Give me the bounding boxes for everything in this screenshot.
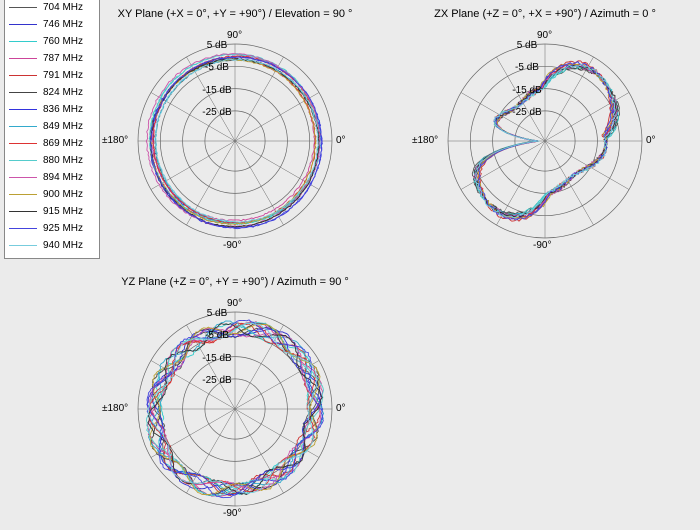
polar-svg <box>430 12 660 262</box>
legend-swatch <box>9 58 37 59</box>
legend-item: 940 MHz <box>9 237 95 254</box>
chart-title: XY Plane (+X = 0°, +Y = +90°) / Elevatio… <box>118 8 353 20</box>
legend-label: 894 MHz <box>43 172 83 183</box>
legend-item: 849 MHz <box>9 118 95 135</box>
legend-swatch <box>9 245 37 246</box>
axis-label-bottom: -90° <box>223 240 241 251</box>
legend-swatch <box>9 143 37 144</box>
legend-swatch <box>9 7 37 8</box>
polar-svg <box>120 280 350 530</box>
legend-item: 787 MHz <box>9 50 95 67</box>
ring-label: -25 dB <box>202 375 231 386</box>
legend-swatch <box>9 228 37 229</box>
axis-label-left: ±180° <box>102 135 128 146</box>
axis-label-right: 0° <box>646 135 656 146</box>
legend-swatch <box>9 41 37 42</box>
legend-label: 869 MHz <box>43 138 83 149</box>
axis-label-right: 0° <box>336 403 346 414</box>
axis-label-bottom: -90° <box>533 240 551 251</box>
axis-label-top: 90° <box>227 30 242 41</box>
ring-label: -5 dB <box>205 330 229 341</box>
legend-swatch <box>9 92 37 93</box>
legend-swatch <box>9 24 37 25</box>
legend-label: 900 MHz <box>43 189 83 200</box>
legend-item: 869 MHz <box>9 135 95 152</box>
axis-label-bottom: -90° <box>223 508 241 519</box>
ring-label: -5 dB <box>205 62 229 73</box>
ring-label: -5 dB <box>515 62 539 73</box>
legend-label: 836 MHz <box>43 104 83 115</box>
legend-swatch <box>9 75 37 76</box>
legend-label: 746 MHz <box>43 19 83 30</box>
legend-item: 824 MHz <box>9 84 95 101</box>
legend-item: 791 MHz <box>9 67 95 84</box>
axis-label-top: 90° <box>227 298 242 309</box>
polar-chart-zx: ZX Plane (+Z = 0°, +X = +90°) / Azimuth … <box>430 12 660 262</box>
legend-item: 880 MHz <box>9 152 95 169</box>
ring-label: 5 dB <box>517 40 538 51</box>
axis-label-top: 90° <box>537 30 552 41</box>
legend-swatch <box>9 211 37 212</box>
legend-item: 746 MHz <box>9 16 95 33</box>
legend-item: 925 MHz <box>9 220 95 237</box>
legend-label: 787 MHz <box>43 53 83 64</box>
ring-label: -15 dB <box>202 85 231 96</box>
axis-label-left: ±180° <box>102 403 128 414</box>
legend-swatch <box>9 194 37 195</box>
ring-label: -25 dB <box>202 107 231 118</box>
axis-label-right: 0° <box>336 135 346 146</box>
legend-item: 894 MHz <box>9 169 95 186</box>
ring-label: 5 dB <box>207 308 228 319</box>
legend-label: 791 MHz <box>43 70 83 81</box>
legend-label: 824 MHz <box>43 87 83 98</box>
legend-label: 940 MHz <box>43 240 83 251</box>
legend-label: 760 MHz <box>43 36 83 47</box>
ring-label: -25 dB <box>512 107 541 118</box>
legend-label: 704 MHz <box>43 2 83 13</box>
chart-title: YZ Plane (+Z = 0°, +Y = +90°) / Azimuth … <box>121 276 349 288</box>
ring-label: 5 dB <box>207 40 228 51</box>
legend-item: 760 MHz <box>9 33 95 50</box>
legend-label: 915 MHz <box>43 206 83 217</box>
legend-label: 925 MHz <box>43 223 83 234</box>
polar-chart-yz: YZ Plane (+Z = 0°, +Y = +90°) / Azimuth … <box>120 280 350 530</box>
legend-swatch <box>9 160 37 161</box>
legend-swatch <box>9 109 37 110</box>
legend-item: 900 MHz <box>9 186 95 203</box>
legend-swatch <box>9 126 37 127</box>
legend-item: 836 MHz <box>9 101 95 118</box>
frequency-legend: 704 MHz 746 MHz 760 MHz 787 MHz 791 MHz 824 M… <box>4 0 100 259</box>
legend-swatch <box>9 177 37 178</box>
legend-label: 880 MHz <box>43 155 83 166</box>
polar-svg <box>120 12 350 262</box>
axis-label-left: ±180° <box>412 135 438 146</box>
legend-label: 849 MHz <box>43 121 83 132</box>
legend-item: 704 MHz <box>9 0 95 16</box>
legend-item: 915 MHz <box>9 203 95 220</box>
polar-chart-xy: XY Plane (+X = 0°, +Y = +90°) / Elevatio… <box>120 12 350 262</box>
ring-label: -15 dB <box>512 85 541 96</box>
chart-title: ZX Plane (+Z = 0°, +X = +90°) / Azimuth … <box>434 8 656 20</box>
ring-label: -15 dB <box>202 353 231 364</box>
